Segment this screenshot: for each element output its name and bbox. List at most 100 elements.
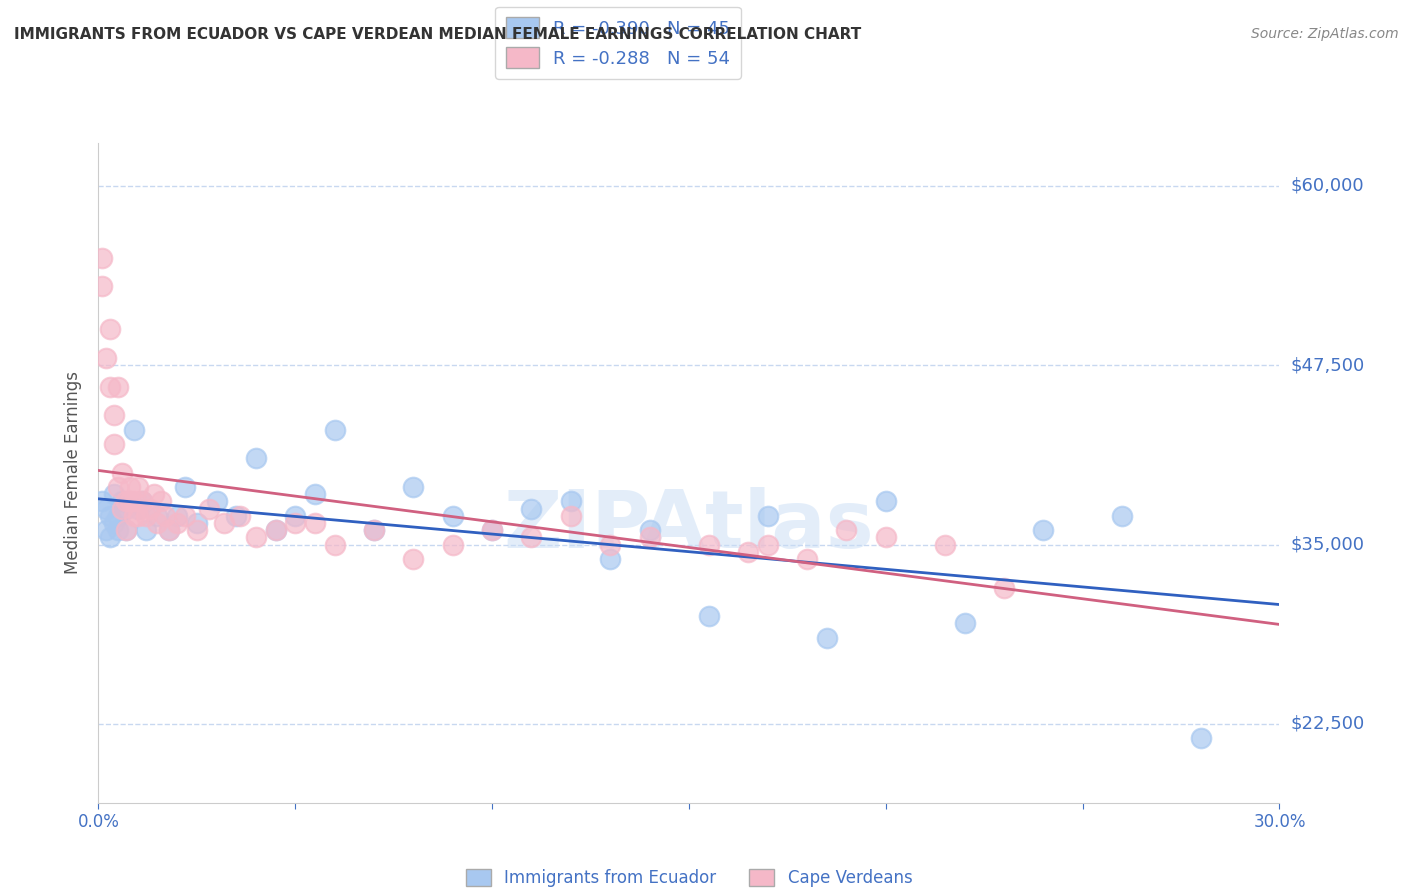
Point [264, 523, 287, 537]
Point [697, 537, 720, 551]
Point [1032, 523, 1054, 537]
Text: Source: ZipAtlas.com: Source: ZipAtlas.com [1251, 27, 1399, 41]
Point [118, 480, 141, 494]
Point [402, 552, 425, 566]
Point [98, 322, 121, 336]
Point [96, 351, 118, 365]
Point [304, 516, 326, 530]
Legend: Immigrants from Ecuador, Cape Verdeans: Immigrants from Ecuador, Cape Verdeans [458, 862, 920, 892]
Point [796, 552, 818, 566]
Point [107, 379, 129, 393]
Point [934, 537, 956, 551]
Point [111, 501, 134, 516]
Point [107, 508, 129, 523]
Point [91, 251, 114, 265]
Point [560, 508, 582, 523]
Point [323, 537, 346, 551]
Point [155, 508, 177, 523]
Point [304, 487, 326, 501]
Point [131, 494, 153, 508]
Point [91, 279, 114, 293]
Point [107, 480, 129, 494]
Point [118, 494, 141, 508]
Point [1189, 731, 1212, 746]
Point [127, 508, 149, 523]
Point [225, 508, 247, 523]
Point [993, 581, 1015, 595]
Point [875, 530, 897, 544]
Point [142, 487, 165, 501]
Point [122, 423, 145, 437]
Point [98, 508, 121, 523]
Point [953, 616, 976, 631]
Point [115, 501, 138, 516]
Point [441, 508, 464, 523]
Point [157, 523, 180, 537]
Point [284, 516, 307, 530]
Point [186, 516, 208, 530]
Point [166, 508, 188, 523]
Point [560, 494, 582, 508]
Point [599, 537, 621, 551]
Text: $47,500: $47,500 [1291, 356, 1365, 374]
Point [697, 609, 720, 624]
Point [103, 516, 125, 530]
Text: $35,000: $35,000 [1291, 535, 1365, 554]
Point [157, 523, 180, 537]
Point [111, 466, 134, 480]
Point [135, 508, 157, 523]
Point [127, 501, 149, 516]
Point [363, 523, 385, 537]
Point [756, 537, 779, 551]
Point [186, 523, 208, 537]
Point [150, 494, 173, 508]
Point [599, 552, 621, 566]
Point [122, 508, 145, 523]
Point [323, 423, 346, 437]
Point [166, 516, 188, 530]
Point [174, 508, 197, 523]
Point [481, 523, 503, 537]
Point [115, 494, 138, 508]
Point [98, 379, 121, 393]
Point [520, 530, 543, 544]
Point [103, 487, 125, 501]
Point [107, 523, 129, 537]
Point [756, 508, 779, 523]
Point [363, 523, 385, 537]
Point [127, 480, 149, 494]
Point [481, 523, 503, 537]
Point [737, 544, 759, 558]
Point [205, 494, 228, 508]
Point [835, 523, 858, 537]
Y-axis label: Median Female Earnings: Median Female Earnings [65, 371, 83, 574]
Text: $60,000: $60,000 [1291, 177, 1364, 194]
Point [638, 530, 661, 544]
Point [815, 631, 838, 645]
Point [520, 501, 543, 516]
Text: ZIPAtlas: ZIPAtlas [503, 486, 875, 565]
Point [111, 494, 134, 508]
Text: IMMIGRANTS FROM ECUADOR VS CAPE VERDEAN MEDIAN FEMALE EARNINGS CORRELATION CHART: IMMIGRANTS FROM ECUADOR VS CAPE VERDEAN … [14, 27, 862, 42]
Point [197, 501, 219, 516]
Point [638, 523, 661, 537]
Point [103, 437, 125, 451]
Point [122, 494, 145, 508]
Point [118, 494, 141, 508]
Point [875, 494, 897, 508]
Point [115, 523, 138, 537]
Point [115, 523, 138, 537]
Point [229, 508, 252, 523]
Point [131, 494, 153, 508]
Point [441, 537, 464, 551]
Point [135, 523, 157, 537]
Point [245, 530, 267, 544]
Point [91, 494, 114, 508]
Point [214, 516, 236, 530]
Point [284, 508, 307, 523]
Point [174, 480, 197, 494]
Point [1111, 508, 1133, 523]
Point [146, 516, 169, 530]
Point [98, 530, 121, 544]
Point [96, 501, 118, 516]
